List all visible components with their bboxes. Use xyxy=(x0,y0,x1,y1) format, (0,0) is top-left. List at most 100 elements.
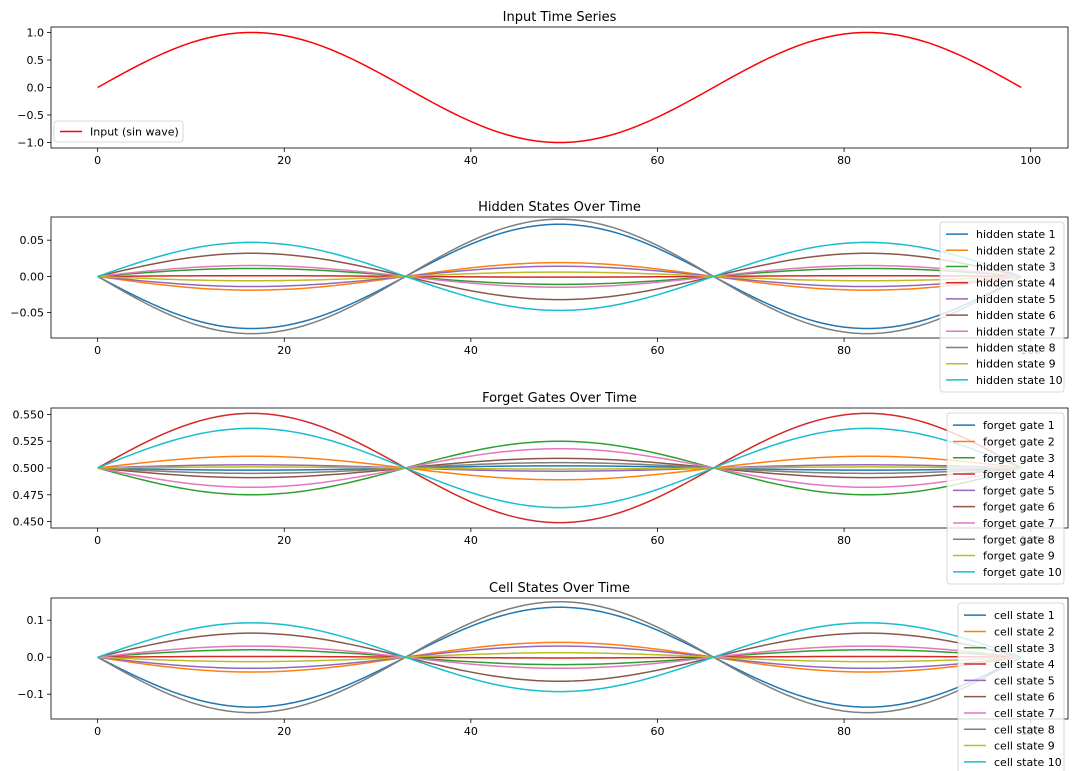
y-tick-label: −1.0 xyxy=(17,137,44,150)
y-tick-label: 0.0 xyxy=(27,651,45,664)
axes-frame xyxy=(50,597,1069,720)
series-line-7 xyxy=(97,264,1022,289)
legend-label: forget gate 10 xyxy=(983,566,1062,579)
legend-label: forget gate 1 xyxy=(983,419,1055,432)
legend-label: hidden state 1 xyxy=(976,228,1056,241)
series-group xyxy=(97,218,1022,335)
y-tick-label: 0.1 xyxy=(27,614,45,627)
legend: hidden state 1 hidden state 2 hidden state… xyxy=(939,221,1065,393)
y-tick-label: 0.450 xyxy=(13,516,45,529)
series-line-4 xyxy=(97,412,1022,524)
axes-frame xyxy=(50,216,1069,339)
series-line-1 xyxy=(97,606,1022,708)
y-tick-label: 0.475 xyxy=(13,489,45,502)
series-line-8 xyxy=(97,218,1022,335)
series-line-10 xyxy=(97,622,1022,693)
y-tick-label: 0.0 xyxy=(27,82,45,95)
series-line-5 xyxy=(97,645,1022,670)
x-tick-label: 0 xyxy=(94,725,101,738)
series-line-3 xyxy=(97,649,1022,666)
legend-label: cell state 4 xyxy=(994,658,1055,671)
legend-label: cell state 2 xyxy=(994,625,1055,638)
subplot-title: Forget Gates Over Time xyxy=(482,391,637,406)
series-line-4 xyxy=(97,655,1022,659)
legend-label: hidden state 7 xyxy=(976,325,1056,338)
legend-frame xyxy=(939,221,1065,393)
y-tick-label: 1.0 xyxy=(27,27,45,40)
axes-frame xyxy=(50,407,1069,529)
series-group xyxy=(97,601,1022,714)
subplot-title: Cell States Over Time xyxy=(489,581,630,596)
series-line-1 xyxy=(97,31,1022,144)
series-line-9 xyxy=(97,271,1022,282)
legend-label: cell state 1 xyxy=(994,609,1055,622)
y-tick-label: 0.05 xyxy=(20,234,45,247)
series-line-10 xyxy=(97,241,1022,312)
series-line-2 xyxy=(97,455,1022,481)
series-line-6 xyxy=(97,457,1022,479)
series-line-1 xyxy=(97,223,1022,330)
legend-label: forget gate 7 xyxy=(983,517,1055,530)
series-line-1 xyxy=(97,465,1022,471)
x-tick-label: 60 xyxy=(650,154,664,167)
subplot-4: Cell States Over Time020406080100−0.10.0… xyxy=(17,581,1069,771)
series-line-6 xyxy=(97,252,1022,301)
x-tick-label: 80 xyxy=(837,344,851,357)
x-tick-label: 20 xyxy=(277,534,291,547)
series-line-9 xyxy=(97,466,1022,470)
legend-label: forget gate 5 xyxy=(983,484,1055,497)
series-line-2 xyxy=(97,261,1022,291)
y-tick-label: 0.500 xyxy=(13,462,45,475)
legend-label: cell state 9 xyxy=(994,740,1055,753)
y-tick-label: 0.550 xyxy=(13,408,45,421)
series-line-2 xyxy=(97,641,1022,673)
x-tick-label: 60 xyxy=(650,534,664,547)
x-tick-label: 40 xyxy=(464,534,478,547)
x-tick-label: 20 xyxy=(277,344,291,357)
legend-label: cell state 10 xyxy=(994,756,1062,769)
series-line-9 xyxy=(97,652,1022,663)
legend: forget gate 1 forget gate 2 forget gate 3 f… xyxy=(946,412,1065,585)
y-tick-label: 0.00 xyxy=(20,270,45,283)
legend-frame xyxy=(946,412,1065,585)
series-group xyxy=(97,412,1022,524)
legend-label: forget gate 8 xyxy=(983,533,1055,546)
x-tick-label: 100 xyxy=(1020,154,1041,167)
legend-label: cell state 7 xyxy=(994,707,1055,720)
x-tick-label: 0 xyxy=(94,344,101,357)
axes-frame xyxy=(50,26,1069,149)
series-line-6 xyxy=(97,632,1022,682)
legend: Input (sin wave) xyxy=(53,120,184,143)
x-tick-label: 40 xyxy=(464,154,478,167)
x-tick-label: 0 xyxy=(94,154,101,167)
legend-frame xyxy=(53,120,184,143)
legend-label: hidden state 8 xyxy=(976,342,1056,355)
series-line-8 xyxy=(97,601,1022,714)
legend-label: forget gate 9 xyxy=(983,550,1055,563)
legend-label: hidden state 10 xyxy=(976,374,1063,387)
y-tick-label: −0.5 xyxy=(17,109,44,122)
legend-label: Input (sin wave) xyxy=(90,126,179,139)
legend-label: hidden state 5 xyxy=(976,293,1056,306)
subplot-3: Forget Gates Over Time0204060801000.4500… xyxy=(13,391,1069,585)
y-tick-label: −0.05 xyxy=(10,307,44,320)
series-line-5 xyxy=(97,464,1022,472)
x-tick-label: 60 xyxy=(650,725,664,738)
x-tick-label: 20 xyxy=(277,154,291,167)
x-tick-label: 40 xyxy=(464,344,478,357)
legend-label: cell state 5 xyxy=(994,674,1055,687)
legend-label: forget gate 4 xyxy=(983,468,1055,481)
x-tick-label: 80 xyxy=(837,725,851,738)
legend-label: hidden state 6 xyxy=(976,309,1056,322)
series-line-7 xyxy=(97,645,1022,670)
legend-label: forget gate 2 xyxy=(983,435,1055,448)
legend: cell state 1 cell state 2 cell state 3 cell… xyxy=(957,602,1065,771)
subplot-title: Input Time Series xyxy=(503,10,617,25)
legend-label: forget gate 6 xyxy=(983,501,1055,514)
legend-label: forget gate 3 xyxy=(983,452,1055,465)
legend-label: hidden state 3 xyxy=(976,261,1056,274)
x-tick-label: 0 xyxy=(94,534,101,547)
series-line-4 xyxy=(97,274,1022,278)
legend-label: cell state 3 xyxy=(994,642,1055,655)
